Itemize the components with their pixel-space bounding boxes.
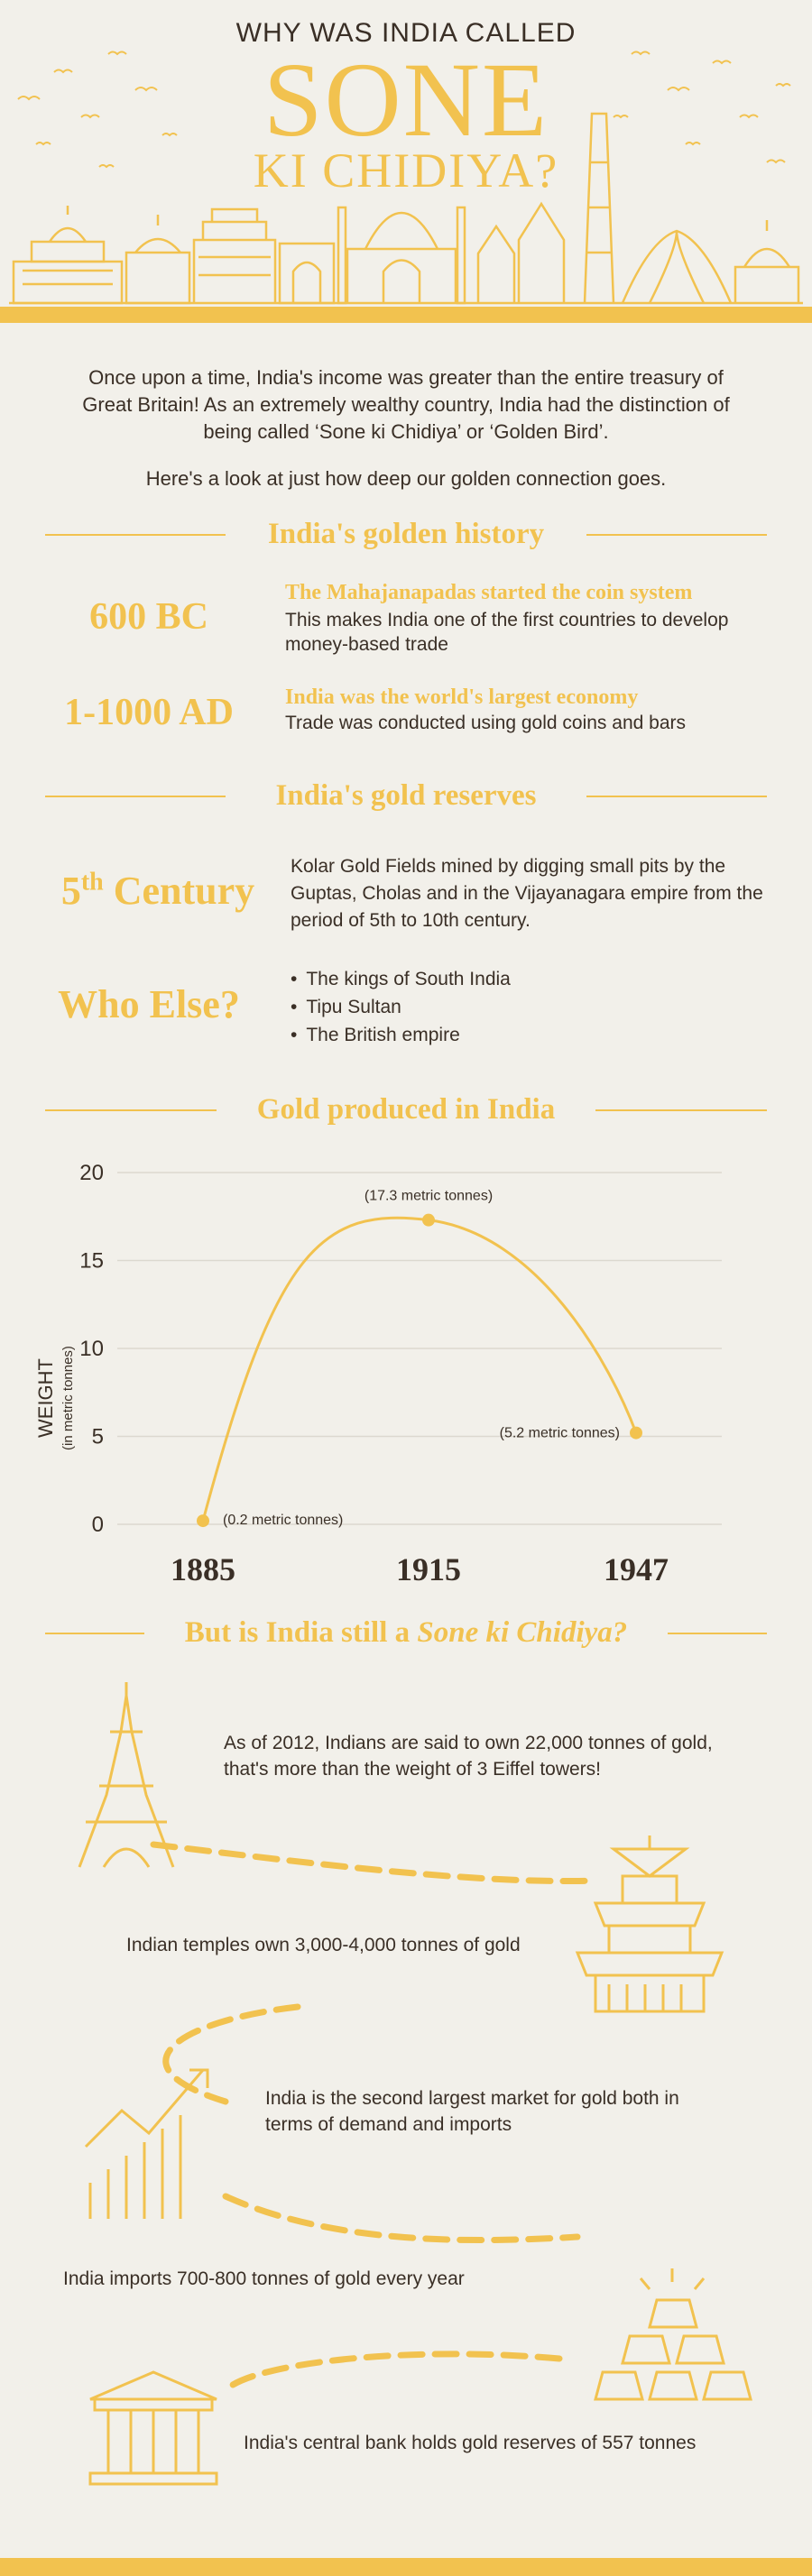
header-banner: WHY WAS INDIA CALLED SONE KI CHIDIYA? bbox=[0, 0, 812, 323]
growth-chart-icon bbox=[84, 2068, 209, 2219]
history-item-title-1: The Mahajanapadas started the coin syste… bbox=[285, 581, 693, 604]
y-tick-label: 15 bbox=[79, 1249, 104, 1274]
birds-icon bbox=[17, 51, 791, 169]
reserves-title: India's gold reserves bbox=[275, 779, 537, 812]
title-line-2: SONE bbox=[263, 41, 549, 159]
y-tick-label: 0 bbox=[92, 1513, 104, 1537]
temple-icon bbox=[575, 1835, 724, 2013]
x-tick-label: 1947 bbox=[604, 1551, 669, 1587]
data-label: (17.3 metric tonnes) bbox=[364, 1189, 493, 1204]
chart-grid bbox=[117, 1172, 722, 1525]
history-title: India's golden history bbox=[267, 518, 545, 550]
y-tick-label: 20 bbox=[79, 1161, 104, 1185]
title-line-3: KI CHIDIYA? bbox=[253, 143, 559, 198]
list-item: Tipu Sultan bbox=[291, 993, 511, 1021]
series-line bbox=[201, 1216, 638, 1522]
y-axis-label: WEIGHT bbox=[34, 1358, 57, 1438]
fact-eiffel: As of 2012, Indians are said to own 22,0… bbox=[224, 1733, 713, 1780]
fact-market: India is the second largest market for g… bbox=[265, 2088, 679, 2135]
footer-bar bbox=[0, 2558, 812, 2576]
gold-production-chart: 0 5 10 15 20 WEIGHT (in metric tonnes) (0.2 … bbox=[34, 1161, 722, 1587]
history-item-title-2: India was the world's largest economy bbox=[285, 685, 639, 709]
data-label: (5.2 metric tonnes) bbox=[500, 1426, 620, 1441]
skyline-illustration bbox=[0, 51, 812, 323]
y-axis-ticks: 0 5 10 15 20 bbox=[79, 1161, 104, 1537]
chart-section-header: Gold produced in India bbox=[0, 1091, 812, 1127]
monuments-icon bbox=[9, 112, 803, 305]
intro-tagline: Here's a look at just how deep our golde… bbox=[145, 467, 667, 490]
data-points: (0.2 metric tonnes) (17.3 metric tonnes) (… bbox=[197, 1189, 642, 1528]
x-axis-labels: 1885 1915 1947 bbox=[171, 1551, 669, 1587]
data-point bbox=[197, 1514, 209, 1528]
data-point bbox=[422, 1213, 435, 1227]
x-tick-label: 1915 bbox=[396, 1551, 461, 1587]
central-bank-icon bbox=[88, 2370, 218, 2486]
list-item: The kings of South India bbox=[291, 965, 510, 993]
century-label: 5th Century bbox=[60, 868, 255, 913]
list-item: The British empire bbox=[291, 1021, 511, 1049]
still-title: But is India still a Sone ki Chidiya? bbox=[184, 1616, 628, 1649]
gold-bars-icon bbox=[594, 2268, 752, 2401]
y-axis-sublabel: (in metric tonnes) bbox=[60, 1346, 76, 1450]
fact-imports: India imports 700-800 tonnes of gold eve… bbox=[63, 2268, 465, 2289]
still-section-header: But is India still a Sone ki Chidiya? bbox=[0, 1615, 812, 1651]
y-tick-label: 5 bbox=[92, 1425, 104, 1449]
who-else-list: The kings of South India Tipu Sultan The… bbox=[291, 965, 511, 1049]
fact-temples: Indian temples own 3,000-4,000 tonnes of… bbox=[126, 1935, 521, 1955]
y-tick-label: 10 bbox=[79, 1337, 104, 1361]
header-bottom-band bbox=[0, 307, 812, 323]
history-item-desc-2: Trade was conducted using gold coins and… bbox=[285, 713, 686, 733]
reserves-section-header: India's gold reserves bbox=[0, 777, 812, 814]
eiffel-tower-icon bbox=[78, 1682, 175, 1868]
intro-paragraph: Once upon a time, India's income was gre… bbox=[82, 366, 730, 443]
title-line-1: WHY WAS INDIA CALLED bbox=[235, 18, 577, 48]
x-tick-label: 1885 bbox=[171, 1551, 235, 1587]
century-text: Kolar Gold Fields mined by digging small… bbox=[291, 856, 763, 931]
data-label: (0.2 metric tonnes) bbox=[223, 1513, 343, 1528]
chart-title: Gold produced in India bbox=[256, 1093, 556, 1126]
history-section-header: India's golden history bbox=[0, 516, 812, 552]
fact-central-bank: India's central bank holds gold reserves… bbox=[244, 2433, 697, 2453]
history-year-1: 600 BC bbox=[89, 596, 208, 638]
history-year-2: 1-1000 AD bbox=[64, 692, 234, 733]
facts-illustration bbox=[78, 1682, 752, 2401]
history-item-desc-1: This makes India one of the first countr… bbox=[285, 610, 729, 655]
data-point bbox=[630, 1426, 642, 1440]
who-else-title: Who Else? bbox=[58, 982, 240, 1026]
